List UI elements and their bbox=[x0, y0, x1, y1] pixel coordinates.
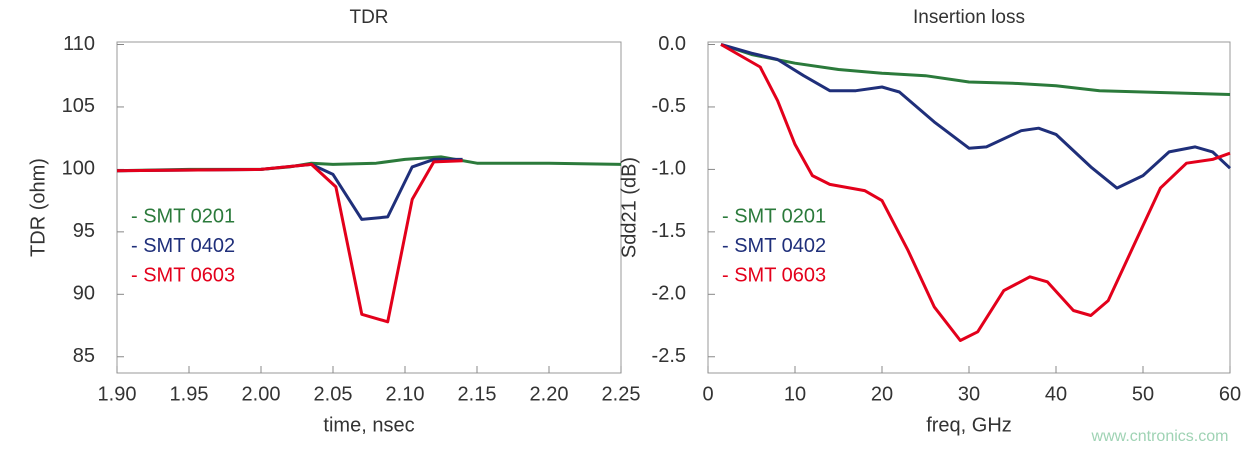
y-tick-label: -1.0 bbox=[652, 158, 686, 180]
y-tick-label: 90 bbox=[73, 283, 95, 305]
series-line bbox=[720, 43, 1232, 190]
x-tick-label: 1.95 bbox=[170, 383, 209, 405]
y-tick-label: 0.0 bbox=[658, 33, 686, 55]
y-tick-label: 110 bbox=[63, 33, 95, 55]
series-line bbox=[720, 43, 1231, 342]
x-tick-label: 2.10 bbox=[386, 383, 425, 405]
y-tick-label: 100 bbox=[62, 158, 95, 180]
y-axis-label: Sdd21 (dB) bbox=[618, 157, 640, 258]
y-tick-label: -0.5 bbox=[652, 95, 686, 117]
series-line bbox=[720, 43, 1231, 96]
y-axis-label: TDR (ohm) bbox=[27, 158, 49, 257]
chart-title: Insertion loss bbox=[913, 7, 1025, 28]
legend-entry: - SMT 0603 bbox=[722, 264, 826, 286]
y-tick-label: -1.5 bbox=[652, 220, 686, 242]
x-tick-label: 1.90 bbox=[98, 383, 137, 405]
x-axis-label: time, nsec bbox=[323, 414, 414, 436]
legend-entry: - SMT 0603 bbox=[131, 264, 235, 286]
y-tick-label: 85 bbox=[73, 345, 95, 367]
chart-title: TDR bbox=[349, 7, 388, 28]
x-tick-label: 30 bbox=[958, 383, 980, 405]
x-tick-label: 2.20 bbox=[530, 383, 569, 405]
y-tick-label: 105 bbox=[62, 95, 95, 117]
legend-entry: - SMT 0402 bbox=[722, 235, 826, 257]
x-tick-label: 60 bbox=[1219, 383, 1241, 405]
legend-entry: - SMT 0201 bbox=[131, 205, 235, 227]
x-tick-label: 10 bbox=[784, 383, 806, 405]
x-tick-label: 20 bbox=[871, 383, 893, 405]
series-line bbox=[116, 159, 463, 324]
x-tick-label: 2.15 bbox=[458, 383, 497, 405]
x-axis-label: freq, GHz bbox=[926, 414, 1012, 436]
y-tick-label: -2.5 bbox=[652, 345, 686, 367]
x-tick-label: 40 bbox=[1045, 383, 1067, 405]
x-tick-label: 2.25 bbox=[602, 383, 641, 405]
y-tick-label: -2.0 bbox=[652, 283, 686, 305]
legend-entry: - SMT 0402 bbox=[131, 235, 235, 257]
x-tick-label: 50 bbox=[1132, 383, 1154, 405]
x-tick-label: 0 bbox=[702, 383, 713, 405]
x-tick-label: 2.00 bbox=[242, 383, 281, 405]
legend-entry: - SMT 0201 bbox=[722, 205, 826, 227]
y-tick-label: 95 bbox=[73, 220, 95, 242]
watermark: www.cntronics.com bbox=[1091, 428, 1229, 445]
plot-frame bbox=[116, 41, 622, 374]
x-tick-label: 2.05 bbox=[314, 383, 353, 405]
